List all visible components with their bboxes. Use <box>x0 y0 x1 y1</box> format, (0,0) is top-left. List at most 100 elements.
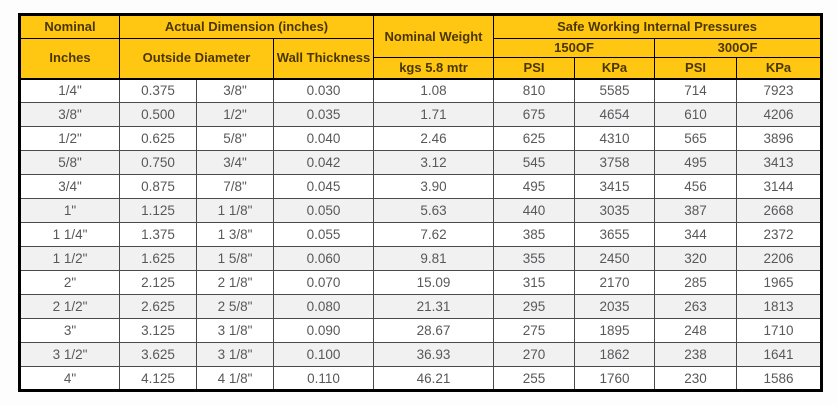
table-cell: 2.46 <box>373 126 495 151</box>
table-cell: 263 <box>654 294 738 319</box>
table-row: 4" 4.125 4 1/8" 0.110 46.21 255 1760 230 1586 <box>19 366 823 391</box>
table-cell: 545 <box>493 150 576 175</box>
table-cell: 0.500 <box>119 102 197 127</box>
table-cell: 1895 <box>574 318 656 343</box>
table-cell: 3 1/8" <box>196 318 274 343</box>
table-cell: 4 1/8" <box>196 366 274 391</box>
table-cell: 355 <box>493 246 576 271</box>
table-cell: 0.035 <box>272 102 375 127</box>
pipe-spec-table: Nominal Actual Dimension (inches) Nomina… <box>18 13 824 392</box>
table-cell: 36.93 <box>373 342 495 367</box>
table-cell: 1862 <box>574 342 656 367</box>
table-cell: 1.375 <box>119 222 197 247</box>
table-cell: 255 <box>493 366 576 391</box>
table-cell: 3.625 <box>119 342 197 367</box>
table-cell: 3896 <box>736 126 823 151</box>
table-cell: 248 <box>654 318 738 343</box>
table-cell: 810 <box>493 78 576 103</box>
table-cell: 21.31 <box>373 294 495 319</box>
table-cell: 46.21 <box>373 366 495 391</box>
table-cell: 1/2" <box>196 102 274 127</box>
table-cell: 315 <box>493 270 576 295</box>
table-cell: 385 <box>493 222 576 247</box>
table-row: 2 1/2" 2.625 2 5/8" 0.080 21.31 295 2035 263 181… <box>19 294 823 319</box>
header-nominal-weight: Nominal Weight <box>373 14 495 58</box>
table-cell: 0.030 <box>272 78 375 103</box>
table-cell: 0.040 <box>272 126 375 151</box>
header-nominal: Nominal <box>19 14 120 39</box>
header-outside-diameter: Outside Diameter <box>119 38 274 80</box>
table-cell: 0.060 <box>272 246 375 271</box>
table-cell: 3413 <box>736 150 823 175</box>
table-cell: 1 3/8" <box>196 222 274 247</box>
table-cell: 1760 <box>574 366 656 391</box>
table-cell: 2206 <box>736 246 823 271</box>
header-safe-working-pressures: Safe Working Internal Pressures <box>493 14 823 39</box>
table-row: 1" 1.125 1 1/8" 0.050 5.63 440 3035 387 2668 <box>19 198 823 223</box>
table-cell: 1/4" <box>19 78 120 103</box>
table-cell: 275 <box>493 318 576 343</box>
table-cell: 28.67 <box>373 318 495 343</box>
table-header: Nominal Actual Dimension (inches) Nomina… <box>19 14 823 80</box>
table-row: 1 1/2" 1.625 1 5/8" 0.060 9.81 355 2450 320 2206 <box>19 246 823 271</box>
table-cell: 0.042 <box>272 150 375 175</box>
table-row: 1/4" 0.375 3/8" 0.030 1.08 810 5585 714 7923 <box>19 78 823 103</box>
table-row: 2" 2.125 2 1/8" 0.070 15.09 315 2170 285 1965 <box>19 270 823 295</box>
table-cell: 0.375 <box>119 78 197 103</box>
table-cell: 4310 <box>574 126 656 151</box>
table-cell: 4206 <box>736 102 823 127</box>
header-wall-thickness: Wall Thickness <box>272 38 375 80</box>
table-cell: 0.045 <box>272 174 375 199</box>
table-row: 3" 3.125 3 1/8" 0.090 28.67 275 1895 248 1710 <box>19 318 823 343</box>
table-cell: 1.625 <box>119 246 197 271</box>
table-cell: 1965 <box>736 270 823 295</box>
table-row: 1/2" 0.625 5/8" 0.040 2.46 625 4310 565 3896 <box>19 126 823 151</box>
table-cell: 1586 <box>736 366 823 391</box>
header-actual-dimension: Actual Dimension (inches) <box>118 14 375 39</box>
table-cell: 1813 <box>736 294 823 319</box>
table-cell: 15.09 <box>373 270 495 295</box>
table-cell: 7923 <box>736 78 823 103</box>
table-cell: 238 <box>654 342 738 367</box>
table-cell: 675 <box>493 102 576 127</box>
table-cell: 1" <box>19 198 120 223</box>
table-cell: 270 <box>493 342 576 367</box>
table-cell: 495 <box>493 174 576 199</box>
table-cell: 714 <box>654 78 738 103</box>
table-cell: 2 1/2" <box>19 294 120 319</box>
table-row: 3/8" 0.500 1/2" 0.035 1.71 675 4654 610 4206 <box>19 102 823 127</box>
table-cell: 0.055 <box>272 222 375 247</box>
table-cell: 3655 <box>574 222 656 247</box>
table-cell: 3 1/8" <box>196 342 274 367</box>
table-row: 3 1/2" 3.625 3 1/8" 0.100 36.93 270 1862 238 164… <box>19 342 823 367</box>
table-cell: 5585 <box>574 78 656 103</box>
table-cell: 565 <box>654 126 738 151</box>
table-cell: 625 <box>493 126 576 151</box>
table-cell: 610 <box>654 102 738 127</box>
table-cell: 440 <box>493 198 576 223</box>
table-cell: 2 1/8" <box>196 270 274 295</box>
table-cell: 1.125 <box>119 198 197 223</box>
table-cell: 3 1/2" <box>19 342 120 367</box>
table-cell: 0.090 <box>272 318 375 343</box>
table-cell: 2035 <box>574 294 656 319</box>
table-cell: 1/2" <box>19 126 120 151</box>
table-cell: 2.125 <box>119 270 197 295</box>
table-cell: 320 <box>654 246 738 271</box>
table-cell: 456 <box>654 174 738 199</box>
header-kpa-150: KPa <box>574 57 656 80</box>
table-cell: 5/8" <box>19 150 120 175</box>
table-cell: 0.100 <box>272 342 375 367</box>
table-cell: 3/4" <box>196 150 274 175</box>
table-cell: 1 1/4" <box>19 222 120 247</box>
table-cell: 7/8" <box>196 174 274 199</box>
table-cell: 9.81 <box>373 246 495 271</box>
table-body: 1/4" 0.375 3/8" 0.030 1.08 810 5585 714 7923 3/8"… <box>19 78 823 391</box>
table-cell: 4" <box>19 366 120 391</box>
header-kpa-300: KPa <box>736 57 823 80</box>
table-cell: 3.12 <box>373 150 495 175</box>
table-cell: 2" <box>19 270 120 295</box>
table-cell: 230 <box>654 366 738 391</box>
table-cell: 2668 <box>736 198 823 223</box>
header-psi-300: PSI <box>654 57 738 80</box>
